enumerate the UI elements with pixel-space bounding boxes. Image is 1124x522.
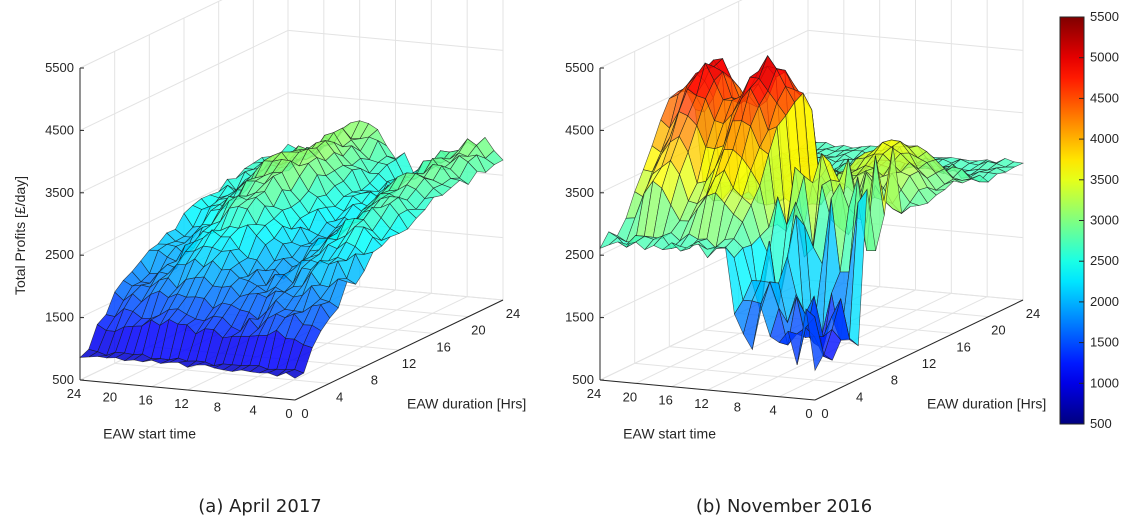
x-tick-label: 24 [67,386,81,401]
z-axis-label-a: Total Profits [£/day] [12,176,28,295]
x-axis-label: EAW start time [103,425,196,441]
y-tick-label: 24 [506,306,520,321]
surface-patch [285,369,305,379]
y-tick-label: 20 [471,323,485,338]
x-tick-label: 0 [805,406,812,421]
colorbar-tick-label: 5500 [1090,9,1119,24]
x-tick-label: 16 [658,393,672,408]
x-tick-label: 8 [734,399,741,414]
y-tick-label: 16 [436,339,450,354]
y-axis-label: EAW duration [Hrs] [927,395,1046,411]
y-tick-label: 24 [1026,306,1040,321]
surface-patch [805,308,825,372]
x-tick-label: 24 [587,386,601,401]
y-tick-label: 8 [891,373,898,388]
colorbar-tick-label: 5000 [1090,50,1119,65]
surface-mesh-0 [79,120,504,379]
colorbar-tick-label: 2000 [1090,294,1119,309]
z-tick-label: 3500 [45,185,74,200]
x-tick-label: 20 [623,389,637,404]
y-axis-line-1 [814,299,1024,401]
x-tick-label: 4 [250,403,257,418]
surface-plot-april-2017: 500 1500 2500 3500 4500 5500 24 20 16 12 8 4 0 0 4 8 12 1… [45,0,526,441]
z-tick-label: 500 [52,372,74,387]
z-tick-label: 1500 [565,310,594,325]
x-tick-label: 8 [214,399,221,414]
surface-plot-november-2016: 500 1500 2500 3500 4500 5500 24 20 16 12 8 4 0 0 4 8 12 1… [565,0,1046,441]
y-tick-label: 4 [336,389,343,404]
z-tick-label: 4500 [565,122,594,137]
z-tick-label: 2500 [45,247,74,262]
x-tick-label: 0 [285,406,292,421]
colorbar-tick-label: 3500 [1090,172,1119,187]
z-tick-label: 1500 [45,310,74,325]
x-tick-label: 16 [138,393,152,408]
x-tick-label: 12 [694,396,708,411]
y-tick-label: 4 [856,389,863,404]
y-axis-label: EAW duration [Hrs] [407,395,526,411]
y-tick-label: 8 [371,373,378,388]
colorbar-tick-label: 3000 [1090,213,1119,228]
caption-b: (b) November 2016 [696,496,872,517]
y-tick-label: 0 [821,406,828,421]
colorbar-tick-label: 500 [1090,416,1112,431]
z-tick-label: 2500 [565,247,594,262]
y-axis-line-0 [294,299,504,401]
x-tick-label: 12 [174,396,188,411]
colorbar-tick-label: 1000 [1090,375,1119,390]
y-tick-label: 20 [991,323,1005,338]
colorbar-tick-label: 4000 [1090,131,1119,146]
caption-a: (a) April 2017 [198,496,321,517]
z-tick-label: 4500 [45,122,74,137]
surface-mesh-1 [599,55,1025,372]
z-tick-label: 500 [572,372,594,387]
x-axis-line-1 [599,379,816,401]
x-tick-label: 4 [770,403,777,418]
colorbar-tick-label: 1500 [1090,335,1119,350]
z-tick-label: 5500 [45,60,74,75]
x-tick-label: 20 [103,389,117,404]
x-axis-label: EAW start time [623,425,716,441]
y-tick-label: 12 [922,356,936,371]
colorbar-tick-label: 2500 [1090,253,1119,268]
colorbar-tick-label: 4500 [1090,90,1119,105]
y-tick-label: 16 [956,339,970,354]
colorbar: 500 1000 1500 2000 2500 3000 3500 4000 4500 5000 5… [1059,9,1119,431]
x-axis-line-0 [79,379,296,401]
z-tick-label: 5500 [565,60,594,75]
z-tick-label: 3500 [565,185,594,200]
y-tick-label: 12 [402,356,416,371]
y-tick-label: 0 [301,406,308,421]
